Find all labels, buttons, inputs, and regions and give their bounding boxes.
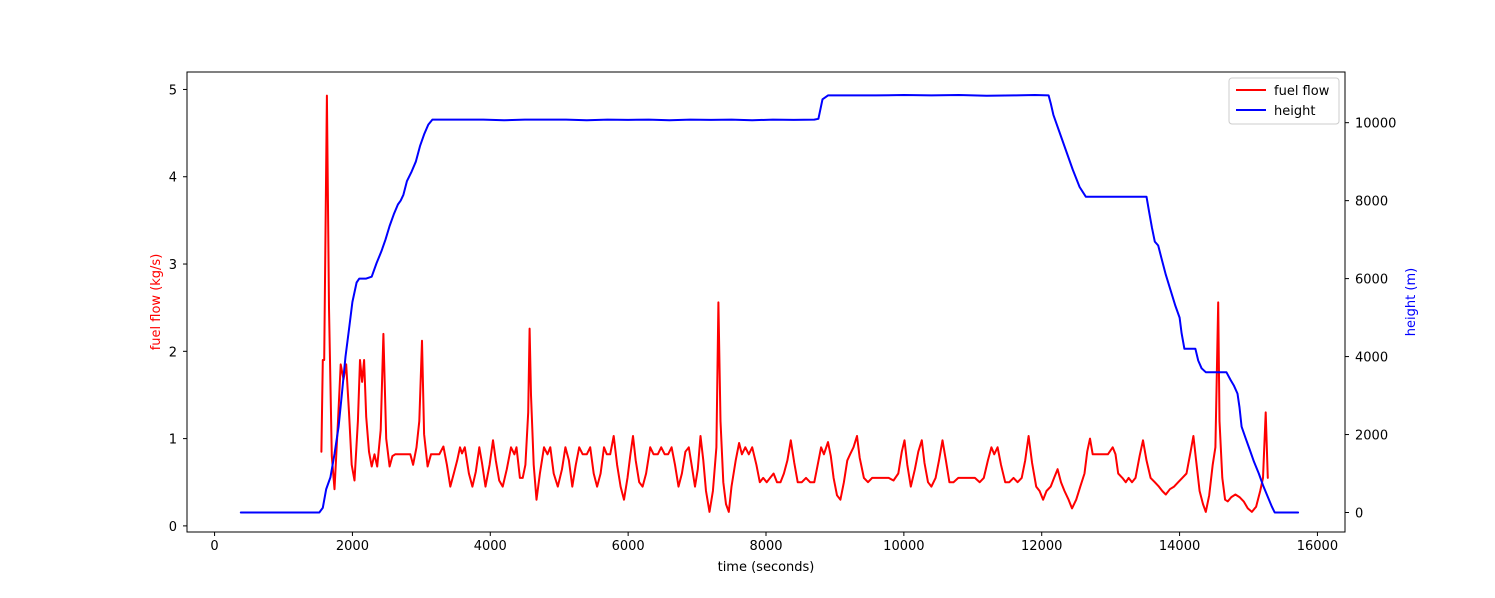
- x-axis-label: time (seconds): [718, 560, 815, 575]
- x-tick-label: 0: [210, 539, 218, 554]
- right-y-tick-label: 6000: [1355, 273, 1388, 288]
- legend-label-height: height: [1274, 104, 1315, 119]
- left-y-axis-ticks: 0 1 2 3 4 5: [169, 83, 187, 535]
- legend-label-fuel-flow: fuel flow: [1274, 84, 1330, 99]
- series-line-fuel-flow: [320, 94, 1269, 513]
- right-y-tick-label: 0: [1355, 507, 1363, 522]
- x-tick-label: 2000: [336, 539, 369, 554]
- left-y-tick-label: 4: [169, 171, 177, 186]
- left-y-tick-label: 0: [169, 520, 177, 535]
- plot-frame: [186, 71, 1346, 533]
- left-y-tick-label: 1: [169, 433, 177, 448]
- x-tick-label: 10000: [883, 539, 924, 554]
- right-y-axis-ticks: 0 2000 4000 6000 8000 10000: [1345, 117, 1396, 522]
- x-tick-label: 14000: [1159, 539, 1200, 554]
- right-y-axis-label: height (m): [1404, 268, 1419, 336]
- right-y-tick-label: 8000: [1355, 195, 1388, 210]
- x-tick-label: 4000: [474, 539, 507, 554]
- x-tick-label: 6000: [612, 539, 645, 554]
- right-y-tick-label: 10000: [1355, 117, 1396, 132]
- series-line-height: [239, 94, 1300, 514]
- legend: fuel flow height: [1228, 77, 1340, 125]
- x-tick-label: 12000: [1021, 539, 1062, 554]
- left-y-tick-label: 3: [169, 258, 177, 273]
- series-layer: [239, 94, 1300, 514]
- right-y-tick-label: 4000: [1355, 351, 1388, 366]
- left-y-tick-label: 5: [169, 83, 177, 98]
- left-y-axis-label: fuel flow (kg/s): [149, 254, 164, 351]
- left-y-tick-label: 2: [169, 345, 177, 360]
- x-tick-label: 8000: [749, 539, 782, 554]
- x-axis-ticks: 0 2000 4000 6000 8000 10000 12000 14000 16000: [210, 532, 1338, 554]
- right-y-tick-label: 2000: [1355, 429, 1388, 444]
- x-tick-label: 16000: [1297, 539, 1338, 554]
